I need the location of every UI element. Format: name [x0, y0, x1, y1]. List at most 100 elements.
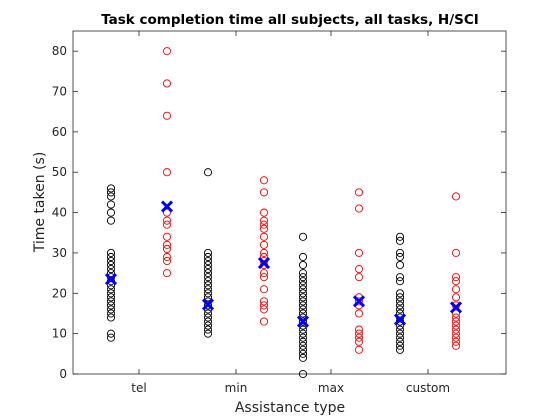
data-point	[106, 200, 116, 209]
data-point	[106, 184, 116, 193]
data-point	[259, 176, 269, 185]
data-point	[162, 269, 172, 278]
data-point	[298, 277, 308, 286]
data-point	[106, 188, 116, 197]
data-point	[298, 273, 308, 282]
data-point	[451, 329, 461, 338]
data-point	[203, 285, 213, 294]
data-point	[106, 289, 116, 298]
data-point	[106, 216, 116, 225]
data-point	[354, 273, 364, 282]
data-point	[203, 313, 213, 322]
data-point	[106, 256, 116, 266]
data-point	[203, 293, 213, 302]
data-point	[451, 333, 461, 342]
mean-marker	[393, 313, 407, 326]
data-point	[162, 244, 172, 253]
data-point	[106, 265, 116, 274]
data-point	[395, 252, 405, 262]
y-axis-label: Time taken (s)	[32, 152, 48, 254]
data-point	[451, 341, 461, 350]
data-point	[298, 345, 308, 354]
x-axis: tel min max custom	[131, 31, 450, 395]
data-point	[298, 301, 308, 310]
data-point	[259, 285, 269, 294]
data-point	[203, 273, 213, 282]
data-point	[354, 297, 364, 306]
data-point	[203, 321, 213, 330]
data-point	[451, 248, 461, 257]
data-point	[451, 337, 461, 346]
data-point	[203, 301, 213, 310]
mean-marker	[201, 298, 215, 311]
y-tick-label: 0	[59, 367, 67, 381]
data-point	[395, 293, 405, 302]
data-point	[451, 285, 461, 294]
data-point	[298, 317, 308, 326]
data-point	[203, 260, 213, 270]
data-point	[203, 329, 213, 338]
data-point	[395, 305, 405, 314]
data-point	[298, 289, 308, 298]
data-point	[395, 333, 405, 342]
data-point	[203, 281, 213, 290]
data-point	[298, 309, 308, 318]
data-point	[203, 317, 213, 326]
data-point	[106, 285, 116, 294]
data-point	[298, 353, 308, 362]
data-point	[354, 204, 364, 213]
data-point	[395, 309, 405, 318]
data-point	[354, 248, 364, 257]
data-point	[298, 293, 308, 302]
data-point	[298, 333, 308, 342]
data-point	[259, 240, 269, 249]
data-point	[451, 325, 461, 334]
data-point	[106, 293, 116, 302]
data-point	[259, 188, 269, 197]
data-point	[298, 260, 308, 270]
y-tick-label: 50	[52, 165, 67, 179]
data-point	[259, 273, 269, 282]
data-point	[298, 297, 308, 306]
mean-marker	[104, 273, 118, 286]
data-point	[395, 329, 405, 338]
data-point	[395, 325, 405, 334]
data-point	[451, 293, 461, 302]
data-point	[162, 47, 172, 56]
data-point	[298, 369, 308, 379]
data-point	[395, 273, 405, 282]
data-point	[203, 277, 213, 286]
data-point	[259, 248, 269, 257]
data-point	[203, 248, 213, 257]
y-tick-label: 30	[52, 246, 67, 260]
data-point	[395, 236, 405, 245]
data-point	[354, 188, 364, 197]
y-tick-label: 20	[52, 286, 67, 300]
data-point	[106, 281, 116, 290]
data-point	[259, 220, 269, 229]
data-point	[298, 269, 308, 278]
data-point	[395, 321, 405, 330]
x-tick-label-max: max	[318, 381, 344, 395]
data-point	[162, 168, 172, 177]
data-point	[259, 232, 269, 241]
data-point	[162, 220, 172, 229]
data-point	[203, 325, 213, 334]
mean-marker	[296, 315, 310, 328]
data-point	[298, 285, 308, 294]
data-point	[259, 297, 269, 306]
data-point	[162, 252, 172, 262]
data-point	[298, 337, 308, 346]
data-point	[106, 248, 116, 257]
data-point	[354, 333, 364, 342]
data-point	[259, 224, 269, 233]
data-point	[259, 317, 269, 326]
data-point	[451, 309, 461, 318]
data-points	[106, 47, 461, 379]
data-point	[298, 281, 308, 290]
data-point	[259, 305, 269, 314]
data-point	[451, 277, 461, 286]
y-axis: 0 10 20 30 40 50 60 70 80	[52, 44, 506, 381]
x-tick-label-min: min	[225, 381, 248, 395]
